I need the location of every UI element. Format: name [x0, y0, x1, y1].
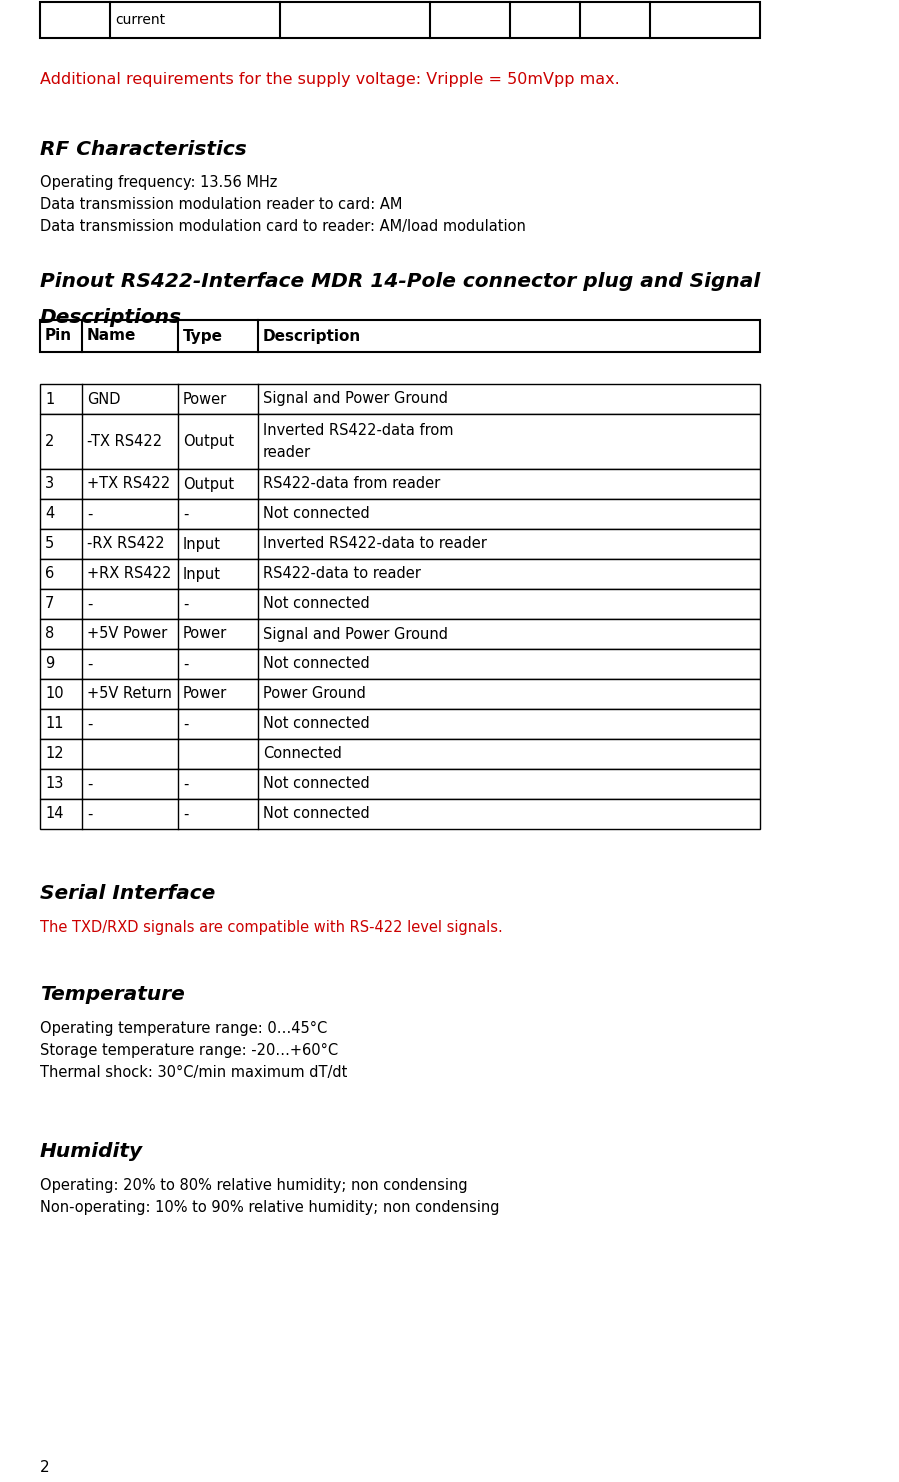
Text: 13: 13 — [45, 777, 63, 791]
Text: Non-operating: 10% to 90% relative humidity; non condensing: Non-operating: 10% to 90% relative humid… — [40, 1200, 500, 1215]
Bar — [40, 799, 760, 828]
Text: -: - — [183, 507, 189, 522]
Text: Thermal shock: 30°C/min maximum dT/dt: Thermal shock: 30°C/min maximum dT/dt — [40, 1066, 347, 1080]
Text: Inverted RS422-data to reader: Inverted RS422-data to reader — [263, 536, 487, 551]
Text: GND: GND — [87, 391, 120, 406]
Text: 5: 5 — [45, 536, 54, 551]
Text: 8: 8 — [45, 627, 54, 642]
Text: Power: Power — [183, 627, 227, 642]
Text: Type: Type — [183, 329, 223, 344]
Text: Data transmission modulation card to reader: AM/load modulation: Data transmission modulation card to rea… — [40, 219, 526, 234]
Text: Connected: Connected — [263, 747, 342, 762]
Bar — [40, 499, 760, 529]
Bar — [40, 468, 760, 499]
Text: Operating temperature range: 0…45°C: Operating temperature range: 0…45°C — [40, 1021, 327, 1036]
Text: -: - — [183, 716, 189, 732]
Text: Descriptions: Descriptions — [40, 308, 182, 328]
Text: -TX RS422: -TX RS422 — [87, 434, 162, 449]
Text: Temperature: Temperature — [40, 986, 185, 1003]
Text: Data transmission modulation reader to card: AM: Data transmission modulation reader to c… — [40, 197, 403, 212]
Text: Not connected: Not connected — [263, 806, 369, 821]
Text: -: - — [87, 806, 93, 821]
Bar — [40, 320, 760, 353]
Text: Operating frequency: 13.56 MHz: Operating frequency: 13.56 MHz — [40, 175, 278, 190]
Text: 10: 10 — [45, 686, 64, 701]
Text: Not connected: Not connected — [263, 777, 369, 791]
Text: Not connected: Not connected — [263, 596, 369, 612]
Text: The TXD/RXD signals are compatible with RS-422 level signals.: The TXD/RXD signals are compatible with … — [40, 920, 503, 935]
Text: 11: 11 — [45, 716, 64, 732]
Text: Name: Name — [87, 329, 137, 344]
Text: -: - — [87, 596, 93, 612]
Text: +5V Return: +5V Return — [87, 686, 172, 701]
Text: -: - — [183, 777, 189, 791]
Text: Pinout RS422-Interface MDR 14-Pole connector plug and Signal: Pinout RS422-Interface MDR 14-Pole conne… — [40, 273, 761, 290]
Text: Inverted RS422-data from: Inverted RS422-data from — [263, 422, 453, 439]
Text: 2: 2 — [40, 1460, 49, 1475]
Text: reader: reader — [263, 445, 311, 459]
Text: Output: Output — [183, 477, 234, 492]
Text: 4: 4 — [45, 507, 54, 522]
Text: Output: Output — [183, 434, 234, 449]
Text: Additional requirements for the supply voltage: Vripple = 50mVpp max.: Additional requirements for the supply v… — [40, 73, 619, 87]
Text: -: - — [87, 507, 93, 522]
Text: +5V Power: +5V Power — [87, 627, 167, 642]
Text: current: current — [115, 13, 165, 27]
Text: Signal and Power Ground: Signal and Power Ground — [263, 627, 448, 642]
Text: Not connected: Not connected — [263, 657, 369, 671]
Bar — [40, 1, 760, 39]
Text: -: - — [183, 806, 189, 821]
Text: 1: 1 — [45, 391, 54, 406]
Text: Power: Power — [183, 686, 227, 701]
Text: RS422-data to reader: RS422-data to reader — [263, 566, 421, 581]
Text: -: - — [87, 716, 93, 732]
Text: +RX RS422: +RX RS422 — [87, 566, 172, 581]
Text: Power: Power — [183, 391, 227, 406]
Bar — [40, 384, 760, 413]
Text: Serial Interface: Serial Interface — [40, 883, 215, 903]
Bar — [40, 708, 760, 740]
Text: -: - — [87, 777, 93, 791]
Bar — [40, 529, 760, 559]
Text: 2: 2 — [45, 434, 54, 449]
Bar — [40, 588, 760, 619]
Text: Operating: 20% to 80% relative humidity; non condensing: Operating: 20% to 80% relative humidity;… — [40, 1178, 467, 1193]
Text: Not connected: Not connected — [263, 716, 369, 732]
Bar — [40, 559, 760, 588]
Bar — [40, 769, 760, 799]
Text: Input: Input — [183, 536, 221, 551]
Bar — [40, 619, 760, 649]
Text: Humidity: Humidity — [40, 1143, 143, 1160]
Text: RS422-data from reader: RS422-data from reader — [263, 477, 441, 492]
Bar — [40, 649, 760, 679]
Text: Description: Description — [263, 329, 361, 344]
Text: Pin: Pin — [45, 329, 72, 344]
Text: Input: Input — [183, 566, 221, 581]
Text: Signal and Power Ground: Signal and Power Ground — [263, 391, 448, 406]
Text: 6: 6 — [45, 566, 54, 581]
Text: -: - — [183, 657, 189, 671]
Text: +TX RS422: +TX RS422 — [87, 477, 170, 492]
Bar — [40, 413, 760, 468]
Text: Power Ground: Power Ground — [263, 686, 366, 701]
Text: 14: 14 — [45, 806, 64, 821]
Text: -: - — [183, 596, 189, 612]
Text: 9: 9 — [45, 657, 54, 671]
Text: -RX RS422: -RX RS422 — [87, 536, 165, 551]
Text: Storage temperature range: -20…+60°C: Storage temperature range: -20…+60°C — [40, 1043, 338, 1058]
Text: 7: 7 — [45, 596, 54, 612]
Text: -: - — [87, 657, 93, 671]
Bar — [40, 740, 760, 769]
Bar — [40, 679, 760, 708]
Text: 3: 3 — [45, 477, 54, 492]
Text: Not connected: Not connected — [263, 507, 369, 522]
Text: RF Characteristics: RF Characteristics — [40, 139, 246, 159]
Text: 12: 12 — [45, 747, 64, 762]
